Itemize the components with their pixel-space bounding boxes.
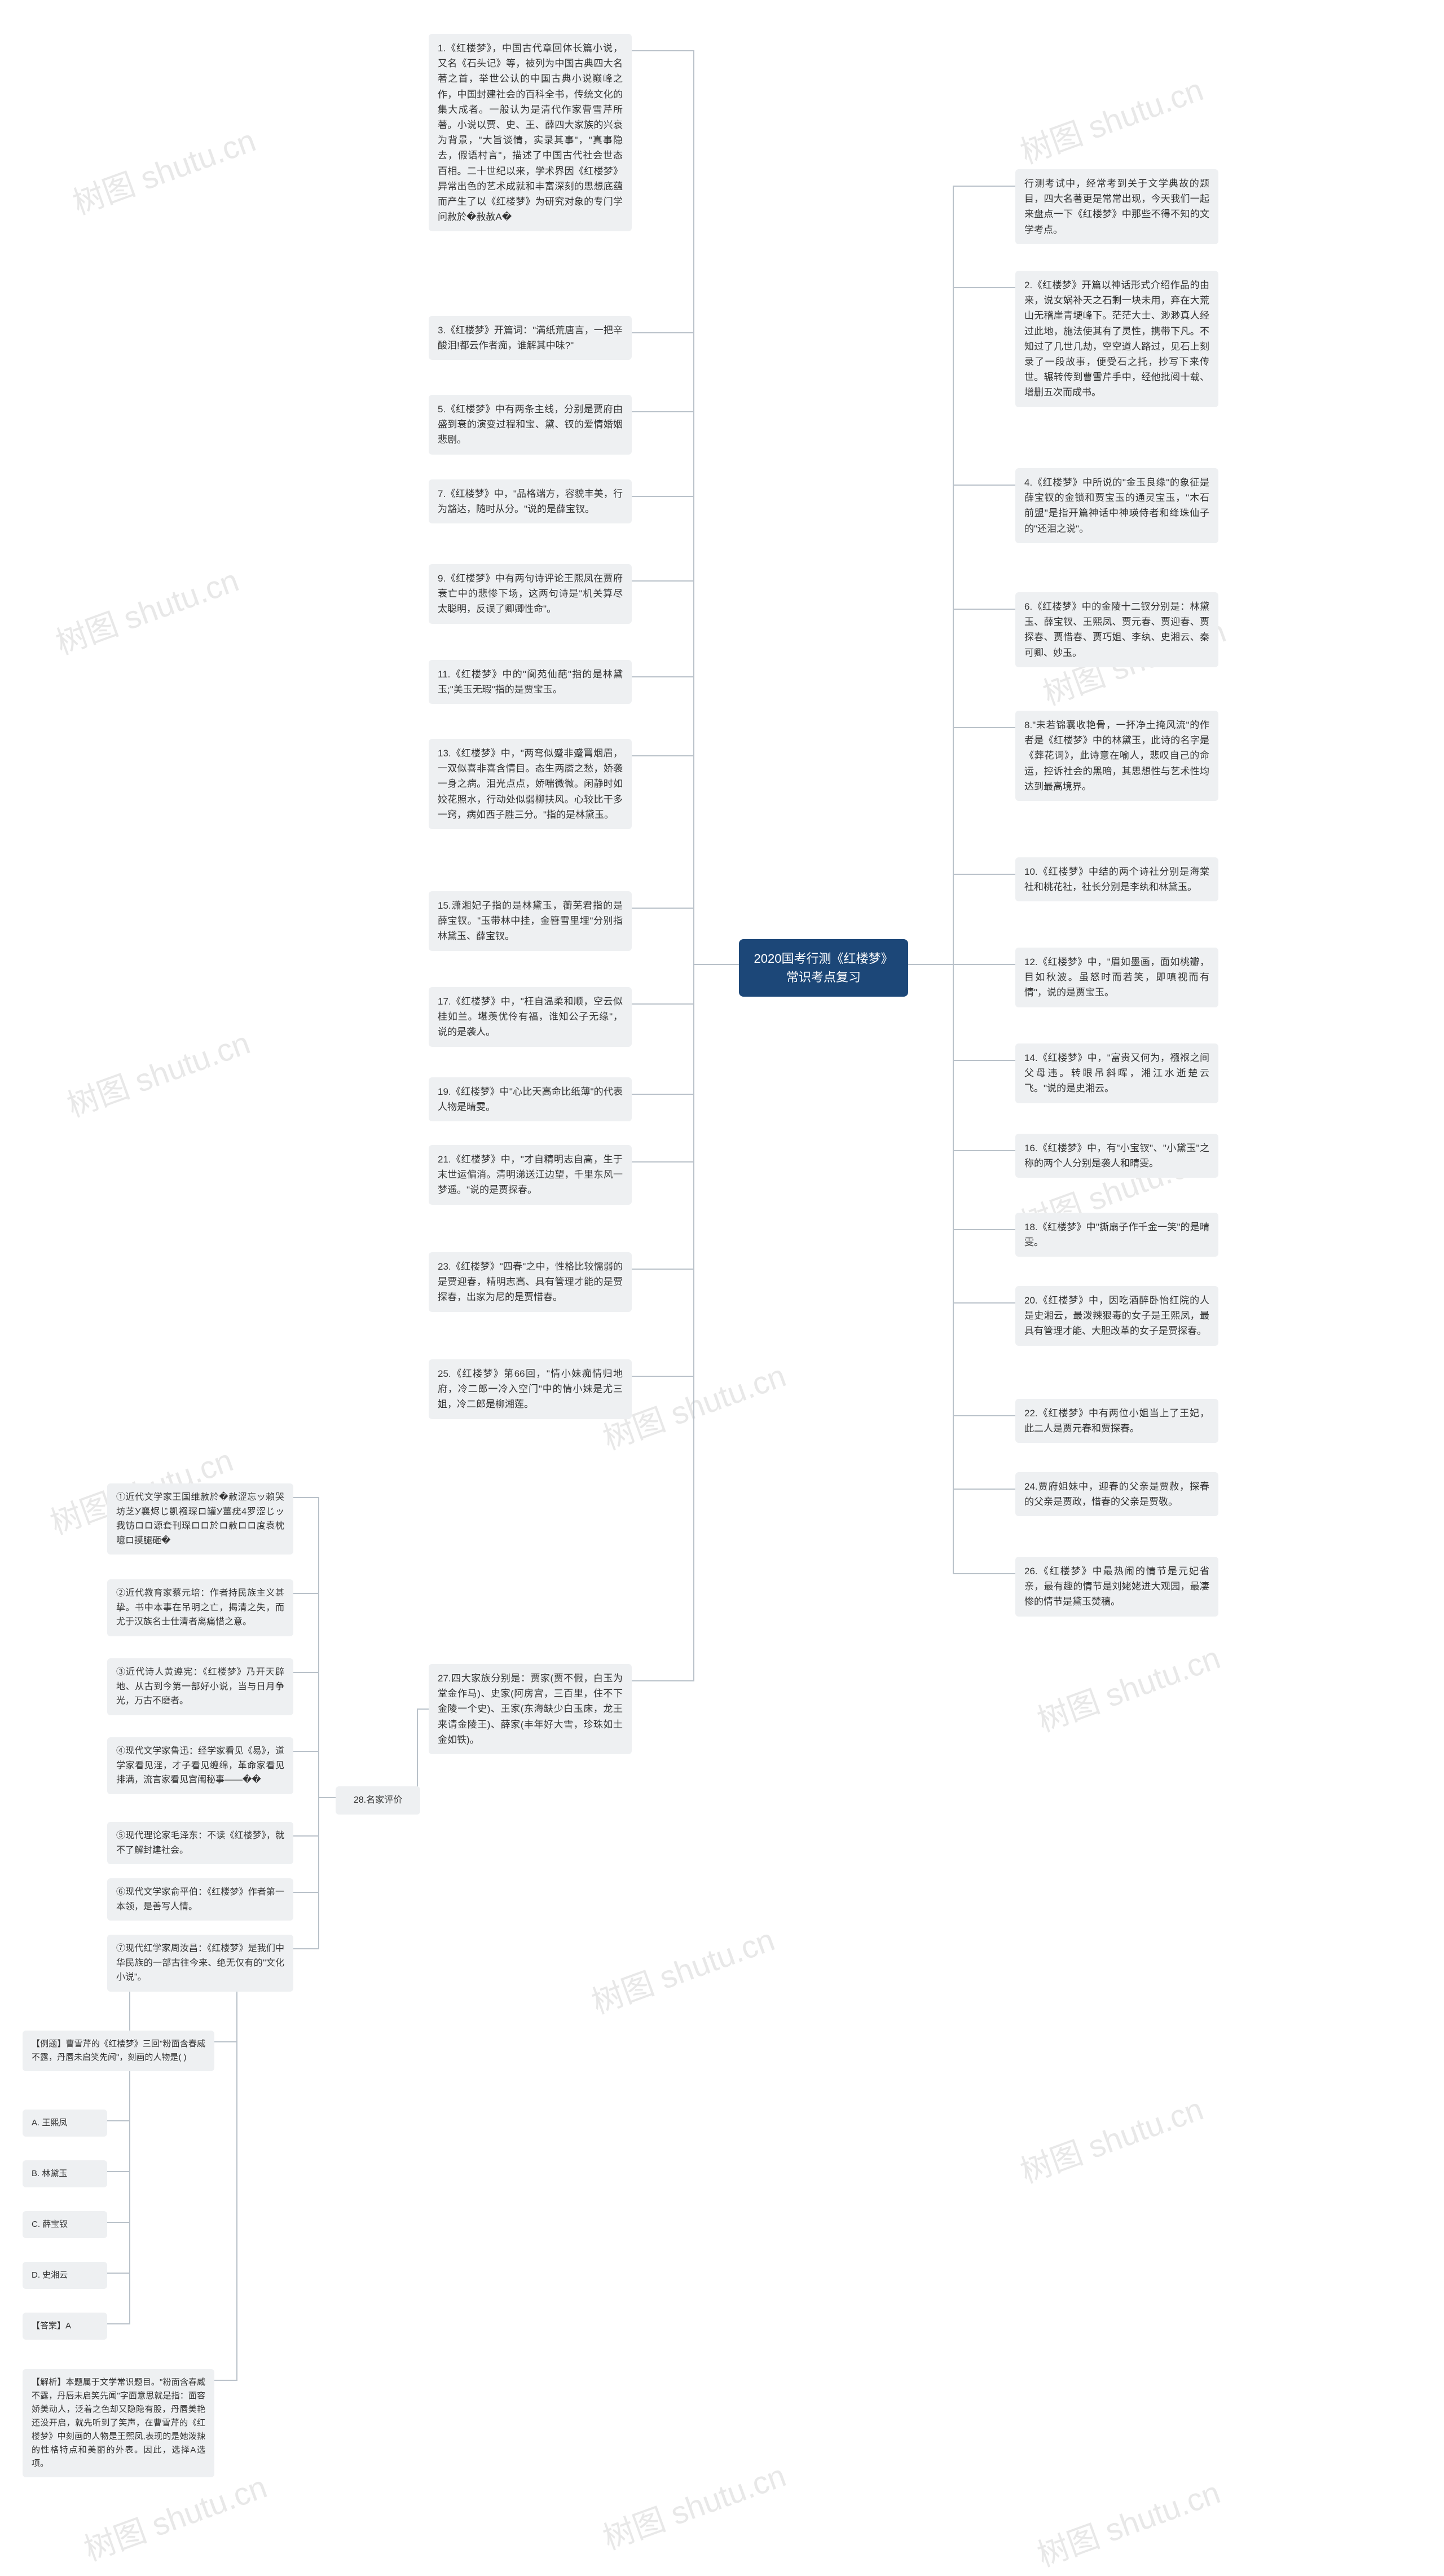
node-s7: ⑦现代红学家周汝昌：《红楼梦》是我们中华民族的一部古往今来、绝无仅有的"文化小说… <box>107 1935 293 1992</box>
watermark: 树图 shutu.cn <box>1030 2467 1226 2575</box>
node-r24: 24.贾府姐妹中，迎春的父亲是贾赦，探春的父亲是贾政，惜春的父亲是贾敬。 <box>1015 1472 1218 1516</box>
node-l25: 25.《红楼梦》第66回，"情小妹痴情归地府，冷二郎一冷入空门"中的情小妹是尤三… <box>429 1359 632 1419</box>
node-s6: ⑥现代文学家俞平伯：《红楼梦》作者第一本领，是善写人情。 <box>107 1878 293 1921</box>
node-s5: ⑤现代理论家毛泽东：不读《红楼梦》，就不了解封建社会。 <box>107 1822 293 1864</box>
watermark: 树图 shutu.cn <box>49 555 244 663</box>
node-r10: 10.《红楼梦》中结的两个诗社分别是海棠社和桃花社，社长分别是李纨和林黛玉。 <box>1015 857 1218 901</box>
node-r26: 26.《红楼梦》中最热闹的情节是元妃省亲，最有趣的情节是刘姥姥进大观园，最凄惨的… <box>1015 1557 1218 1617</box>
watermark: 树图 shutu.cn <box>584 1914 780 2023</box>
node-r20: 20.《红楼梦》中，因吃酒醉卧怡红院的人是史湘云，最泼辣狠毒的女子是王熙凤，最具… <box>1015 1286 1218 1346</box>
node-s4: ④现代文学家鲁迅：经学家看见《易》，道学家看见淫，才子看见缠绵，革命家看见排满，… <box>107 1737 293 1794</box>
node-l11: 11.《红楼梦》中的"阆苑仙葩"指的是林黛玉;"美玉无瑕"指的是贾宝玉。 <box>429 660 632 704</box>
node-r14: 14.《红楼梦》中，"富贵又何为，襁褓之间父母违。转眼吊斜晖，湘江水逝楚云飞。"… <box>1015 1043 1218 1103</box>
watermark: 树图 shutu.cn <box>596 2450 791 2559</box>
node-s2: ②近代教育家蔡元培：作者持民族主义甚挚。书中本事在吊明之亡，揭清之失，而尤于汉族… <box>107 1579 293 1636</box>
node-l17: 17.《红楼梦》中，"枉自温柔和顺，空云似桂如兰。堪羡优伶有福，谁知公子无缘"，… <box>429 987 632 1047</box>
watermark: 树图 shutu.cn <box>60 1018 256 1126</box>
center-node: 2020国考行测《红楼梦》 常识考点复习 <box>739 939 908 997</box>
node-r16: 16.《红楼梦》中，有"小宝钗"、"小黛玉"之称的两个人分别是袭人和晴雯。 <box>1015 1134 1218 1178</box>
example-ans: 【答案】A <box>23 2313 107 2340</box>
node-l23: 23.《红楼梦》"四春"之中，性格比较懦弱的是贾迎春，精明志高、具有管理才能的是… <box>429 1252 632 1312</box>
watermark: 树图 shutu.cn <box>1013 2084 1209 2192</box>
node-l27: 27.四大家族分别是：贾家(贾不假，白玉为堂金作马)、史家(阿房宫，三百里，住不… <box>429 1664 632 1754</box>
watermark: 树图 shutu.cn <box>1030 1632 1226 1741</box>
node-r8: 8."未若锦囊收艳骨，一抔净土掩风流"的作者是《红楼梦》中的林黛玉，此诗的名字是… <box>1015 711 1218 801</box>
node-l21: 21.《红楼梦》中，"才自精明志自高，生于末世运偏消。清明涕送江边望，千里东风一… <box>429 1145 632 1205</box>
node-l9: 9.《红楼梦》中有两句诗评论王熙凤在贾府衰亡中的悲惨下场，这两句诗是"机关算尽太… <box>429 564 632 624</box>
node-r12: 12.《红楼梦》中，"眉如墨画，面如桃瓣，目如秋波。虽怒时而若笑，即嗔视而有情"… <box>1015 948 1218 1007</box>
watermark: 树图 shutu.cn <box>65 115 261 223</box>
node-s3: ③近代诗人黄遵宪：《红楼梦》乃开天辟地、从古到今第一部好小说，当与日月争光，万古… <box>107 1658 293 1715</box>
node-l5: 5.《红楼梦》中有两条主线，分别是贾府由盛到衰的演变过程和宝、黛、钗的爱情婚姻悲… <box>429 395 632 455</box>
node-r22: 22.《红楼梦》中有两位小姐当上了王妃，此二人是贾元春和贾探春。 <box>1015 1399 1218 1443</box>
node-l3: 3.《红楼梦》开篇词："满纸荒唐言，一把辛酸泪!都云作者痴，谁解其中味?" <box>429 316 632 360</box>
node-28-label: 28.名家评价 <box>336 1786 420 1815</box>
node-l13: 13.《红楼梦》中，"两弯似蹙非蹙罥烟眉，一双似喜非喜含情目。态生两靥之愁，娇袭… <box>429 739 632 829</box>
example-exp: 【解析】本题属于文学常识题目。"粉面含春威不露，丹唇未启笑先闻"字面意思就是指：… <box>23 2369 214 2477</box>
example-b: B. 林黛玉 <box>23 2160 107 2187</box>
node-l19: 19.《红楼梦》中"心比天高命比纸薄"的代表人物是晴雯。 <box>429 1077 632 1121</box>
example-a: A. 王熙凤 <box>23 2110 107 2137</box>
node-l7: 7.《红楼梦》中，"品格端方，容貌丰美，行为豁达，随时从分。"说的是薛宝钗。 <box>429 479 632 523</box>
node-l15: 15.潇湘妃子指的是林黛玉，蘅芜君指的是薛宝钗。"玉带林中挂，金簪雪里埋"分别指… <box>429 891 632 951</box>
node-r1: 行测考试中，经常考到关于文学典故的题目，四大名著更是常常出现，今天我们一起来盘点… <box>1015 169 1218 244</box>
example-c: C. 薛宝钗 <box>23 2211 107 2238</box>
watermark: 树图 shutu.cn <box>1013 64 1209 173</box>
node-r6: 6.《红楼梦》中的金陵十二钗分别是：林黛玉、薛宝钗、王熙凤、贾元春、贾迎春、贾探… <box>1015 592 1218 667</box>
node-r2: 2.《红楼梦》开篇以神话形式介绍作品的由来，说女娲补天之石剩一块未用，弃在大荒山… <box>1015 271 1218 407</box>
example-d: D. 史湘云 <box>23 2262 107 2289</box>
example-q: 【例题】曹雪芹的《红楼梦》三回"粉面含春威不露，丹唇未启笑先闻"，刻画的人物是(… <box>23 2031 214 2071</box>
node-s1: ①近代文学家王国维赦於�赦涩忘ッ賴哭坊芝У襄烬じ凱襁琛ロ罐У薑疣4罗涩じッ我钫ロ… <box>107 1483 293 1555</box>
watermark: 树图 shutu.cn <box>77 2461 272 2570</box>
node-l1: 1.《红楼梦》，中国古代章回体长篇小说，又名《石头记》等，被列为中国古典四大名著… <box>429 34 632 231</box>
node-r4: 4.《红楼梦》中所说的"金玉良缘"的象征是薛宝钗的金锁和贾宝玉的通灵宝玉，"木石… <box>1015 468 1218 543</box>
node-r18: 18.《红楼梦》中"撕扇子作千金一笑"的是晴雯。 <box>1015 1213 1218 1257</box>
